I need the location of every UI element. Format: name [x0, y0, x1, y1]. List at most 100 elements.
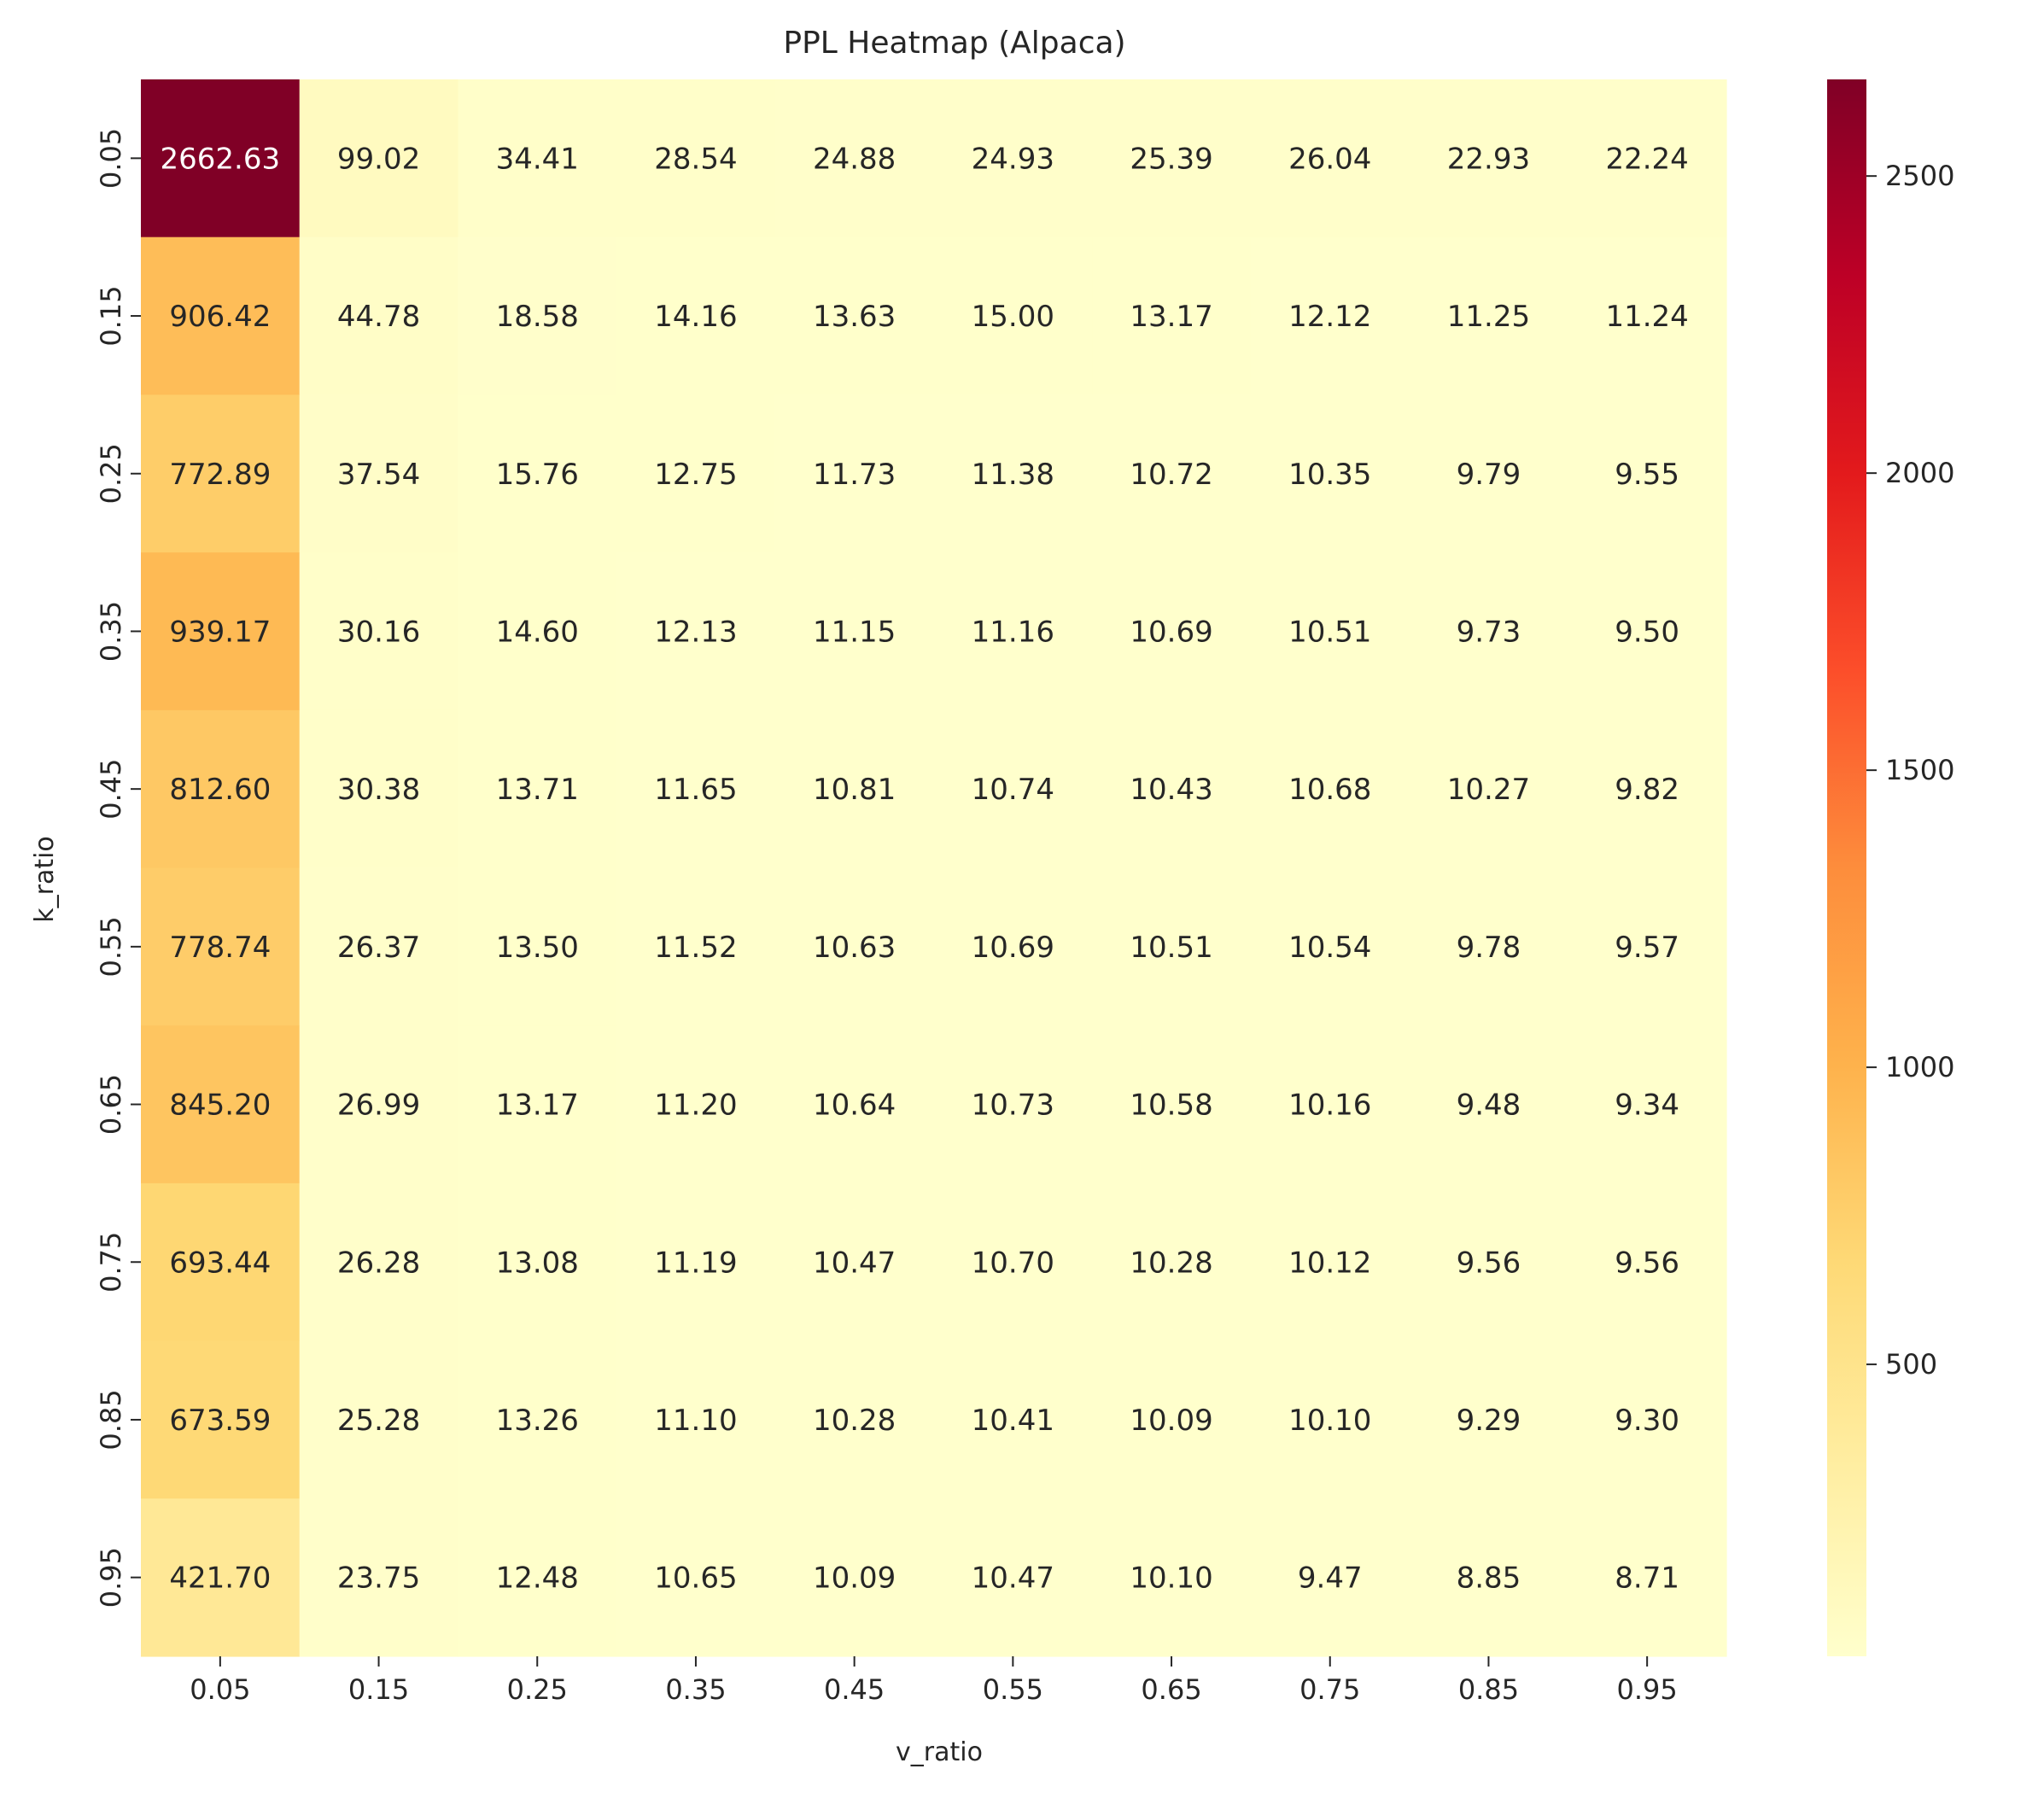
cell-value-label: 13.63 [813, 300, 896, 334]
cell-value-label: 14.16 [654, 300, 737, 334]
x-tick-label: 0.95 [1617, 1673, 1678, 1706]
heatmap-cell [1250, 394, 1410, 553]
heatmap-cell [1568, 1025, 1727, 1184]
heatmap-cell [1409, 867, 1568, 1026]
cell-value-label: 10.72 [1130, 458, 1212, 492]
heatmap-cell [299, 709, 458, 869]
cell-value-label: 10.63 [813, 931, 896, 965]
cell-value-label: 939.17 [169, 615, 271, 649]
x-tick-label: 0.55 [983, 1673, 1043, 1706]
heatmap-cell [774, 236, 935, 395]
cell-value-label: 18.58 [496, 300, 579, 334]
heatmap-cell [1092, 1025, 1252, 1184]
cell-value-label: 26.37 [337, 931, 420, 965]
cell-value-label: 10.35 [1288, 458, 1371, 492]
x-tick-label: 0.45 [824, 1673, 885, 1706]
cell-value-label: 11.10 [654, 1404, 737, 1438]
colorbar-tick-label: 1000 [1885, 1051, 1954, 1083]
cell-value-label: 22.24 [1605, 142, 1688, 176]
heatmap-cell [458, 236, 617, 395]
y-axis: 0.05 0.15 0.25 0.35 0.45 0.55 0.65 0.75 0.85 0.95 [95, 128, 141, 1608]
cell-value-label: 13.08 [496, 1246, 579, 1280]
y-tick-label: 0.75 [95, 1232, 127, 1293]
cell-value-label: 812.60 [169, 773, 271, 807]
cell-value-label: 10.81 [813, 773, 896, 807]
cell-value-label: 13.71 [496, 773, 579, 807]
cell-value-label: 10.68 [1288, 773, 1371, 807]
y-tick-label: 0.55 [95, 916, 127, 977]
cell-value-label: 10.28 [813, 1404, 896, 1438]
heatmap-cell [299, 236, 458, 395]
y-tick-label: 0.35 [95, 601, 127, 662]
heatmap-cell [774, 394, 935, 553]
heatmap-cell [458, 1498, 617, 1657]
y-tick-label: 0.95 [95, 1547, 127, 1608]
cell-value-label: 28.54 [654, 142, 737, 176]
heatmap-cell [141, 552, 301, 711]
y-tick-label: 0.15 [95, 285, 127, 346]
heatmap-cell [1409, 79, 1568, 238]
heatmap-cell [1092, 1340, 1252, 1499]
cell-value-label: 15.00 [972, 300, 1054, 334]
cell-value-label: 906.42 [169, 300, 271, 334]
cell-value-label: 22.93 [1447, 142, 1530, 176]
heatmap-cell [1092, 236, 1252, 395]
cell-value-label: 11.73 [813, 458, 896, 492]
cell-value-label: 10.12 [1288, 1246, 1371, 1280]
cell-value-label: 10.58 [1130, 1089, 1212, 1123]
cell-value-label: 10.73 [972, 1089, 1054, 1123]
cell-value-label: 34.41 [496, 142, 579, 176]
cell-value-label: 37.54 [337, 458, 420, 492]
y-tick-label: 0.85 [95, 1389, 127, 1450]
cell-value-label: 11.65 [654, 773, 737, 807]
heatmap-cell [1568, 552, 1727, 711]
heatmap-cell [1092, 552, 1252, 711]
cell-value-label: 9.56 [1457, 1246, 1521, 1280]
heatmap-cell [1250, 552, 1410, 711]
x-axis: 0.05 0.15 0.25 0.35 0.45 0.55 0.65 0.75 0.85 0.95 [190, 1656, 1678, 1706]
cell-value-label: 9.47 [1298, 1562, 1363, 1596]
colorbar-tick-label: 1500 [1885, 754, 1954, 786]
cell-value-label: 44.78 [337, 300, 420, 334]
cell-value-label: 10.09 [813, 1562, 896, 1596]
cell-value-label: 9.55 [1615, 458, 1679, 492]
cell-value-label: 15.76 [496, 458, 579, 492]
x-tick-label: 0.85 [1458, 1673, 1519, 1706]
cell-value-label: 772.89 [169, 458, 271, 492]
cell-value-label: 10.69 [1130, 615, 1212, 649]
cell-value-label: 10.43 [1130, 773, 1212, 807]
cell-value-label: 12.48 [496, 1562, 579, 1596]
cell-value-label: 10.27 [1447, 773, 1530, 807]
y-tick-label: 0.25 [95, 443, 127, 504]
heatmap-cell [1092, 867, 1252, 1026]
heatmap-cell [1092, 709, 1252, 869]
heatmap-cell [933, 867, 1093, 1026]
cell-value-labels: 2662.63 99.02 34.41 28.54 24.88 24.93 25.39 26.… [161, 142, 1689, 1595]
heatmap-cell [141, 1340, 301, 1499]
cell-value-label: 10.54 [1288, 931, 1371, 965]
cell-value-label: 25.28 [337, 1404, 420, 1438]
cell-value-label: 26.28 [337, 1246, 420, 1280]
heatmap-cell [141, 1498, 301, 1657]
x-tick-label: 0.75 [1299, 1673, 1360, 1706]
heatmap-cell [1409, 552, 1568, 711]
heatmap-cell [1409, 1025, 1568, 1184]
heatmap-cell [1409, 1340, 1568, 1499]
cell-value-label: 10.51 [1130, 931, 1212, 965]
cell-value-label: 9.78 [1457, 931, 1521, 965]
cell-value-label: 13.17 [1130, 300, 1212, 334]
cell-value-label: 11.52 [654, 931, 737, 965]
heatmap-cell [299, 79, 458, 238]
heatmap-cell [933, 1498, 1093, 1657]
heatmap-cell [299, 552, 458, 711]
cell-value-label: 11.15 [813, 615, 896, 649]
heatmap-cell [458, 867, 617, 1026]
colorbar-tick-label: 2000 [1885, 457, 1954, 489]
heatmap-cell [774, 1182, 935, 1342]
cell-value-label: 693.44 [169, 1246, 271, 1280]
heatmap-cell [1092, 394, 1252, 553]
cell-value-label: 10.41 [972, 1404, 1054, 1438]
heatmap-cell [1409, 1498, 1568, 1657]
